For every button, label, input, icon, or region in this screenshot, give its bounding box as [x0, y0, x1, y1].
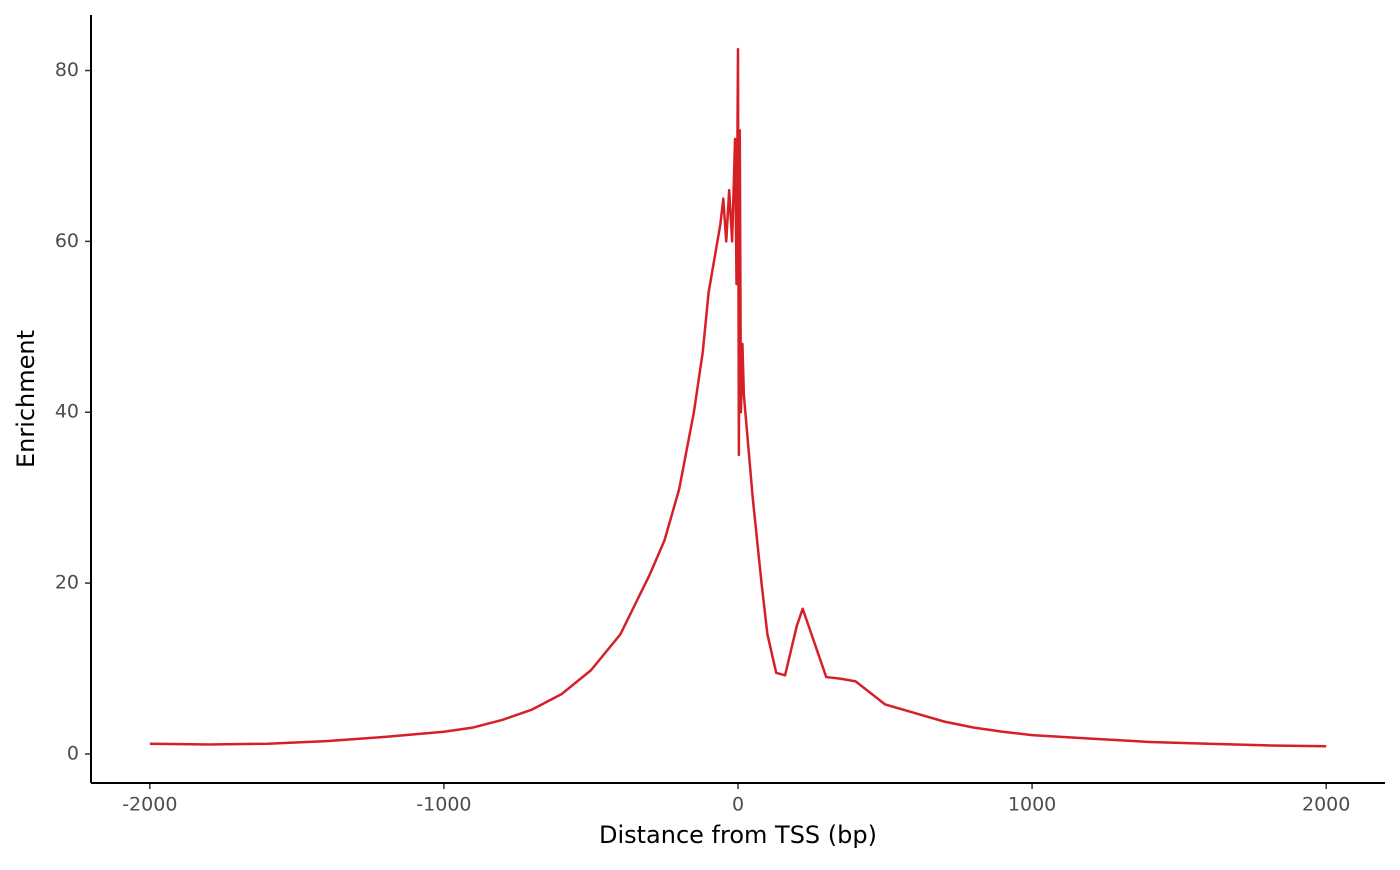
x-tick-label: -2000 — [122, 794, 177, 816]
x-tick-label: 1000 — [1008, 794, 1056, 816]
x-tick-label: 0 — [732, 794, 744, 816]
y-tick-label: 0 — [67, 742, 79, 764]
data-line — [149, 47, 1327, 748]
y-tick-label: 60 — [55, 230, 79, 252]
x-tick-label: 2000 — [1302, 794, 1350, 816]
y-axis-title: Enrichment — [12, 330, 40, 468]
y-tick-label: 40 — [55, 401, 79, 423]
x-tick-label: -1000 — [416, 794, 471, 816]
y-tick-label: 80 — [55, 59, 79, 81]
x-axis-title: Distance from TSS (bp) — [599, 821, 877, 849]
y-tick-label: 20 — [55, 572, 79, 594]
